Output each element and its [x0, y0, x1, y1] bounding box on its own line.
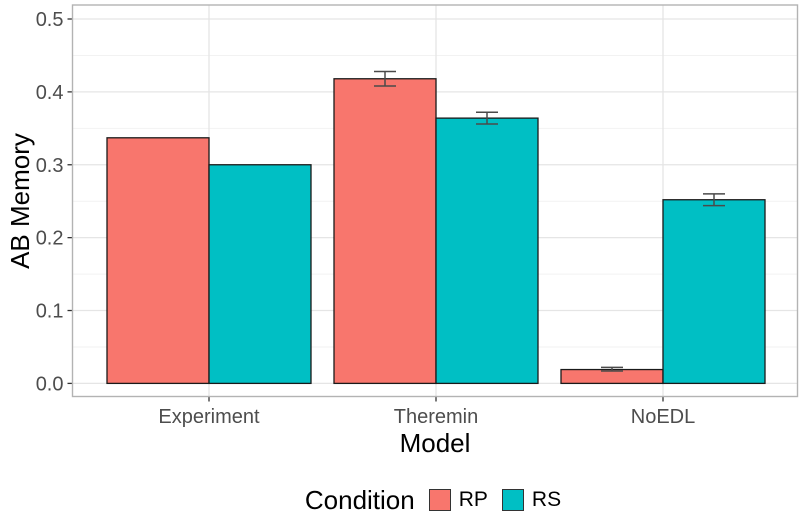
y-tick-label: 0.3: [36, 155, 64, 177]
y-tick-label: 0.5: [36, 9, 64, 31]
bar-experiment-rp: [106, 137, 210, 385]
x-axis-title: Model: [400, 428, 471, 458]
legend-title: Condition: [304, 485, 415, 515]
panel-border: [71, 4, 799, 398]
y-tick-label: 0.0: [36, 373, 64, 395]
bar-theremin-rs: [435, 117, 539, 385]
chart-canvas: 0.0 0.1 0.2 0.3 0.4 0.5 Experiment Theremin NoED…: [5, 4, 799, 458]
legend-swatch-rp-icon: [428, 489, 451, 511]
legend: Condition RP RS: [33, 486, 800, 514]
y-tick-label: 0.2: [36, 228, 64, 250]
legend-label-rp: RP: [458, 488, 488, 511]
y-tick-label: 0.1: [36, 301, 64, 323]
x-tick-label: Theremin: [394, 406, 478, 428]
bar-noedl-rs: [662, 199, 766, 385]
x-tick-label: NoEDL: [631, 406, 695, 428]
bar-experiment-rs: [208, 164, 312, 385]
legend-item-rs: RS: [501, 488, 562, 512]
legend-item-rp: RP: [428, 488, 488, 512]
legend-label-rs: RS: [531, 488, 562, 511]
legend-swatch-rs-icon: [501, 489, 524, 511]
x-tick-label: Experiment: [158, 406, 260, 428]
y-tick-label: 0.4: [36, 82, 64, 104]
y-axis-title: AB Memory: [5, 133, 35, 269]
bar-theremin-rp: [333, 78, 437, 385]
